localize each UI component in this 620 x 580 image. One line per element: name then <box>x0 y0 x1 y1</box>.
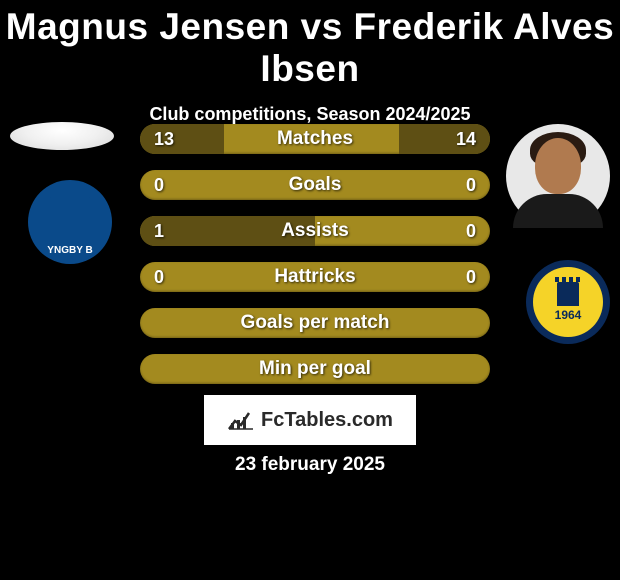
stats-bars: 13 14 Matches 0 0 Goals 1 0 Assists 0 0 Hattricks Go… <box>140 124 490 400</box>
stat-bar: 1 0 Assists <box>140 216 490 246</box>
club-right-inner: 1964 <box>533 267 603 337</box>
avatar-shirt <box>513 194 603 228</box>
date-text: 23 february 2025 <box>0 454 620 476</box>
stat-label: Matches <box>277 128 353 150</box>
stat-label: Assists <box>281 220 349 242</box>
stat-label: Hattricks <box>274 266 355 288</box>
club-right-year: 1964 <box>555 308 582 322</box>
avatar-face <box>535 138 581 194</box>
stat-value-right: 0 <box>466 175 476 196</box>
stat-value-left: 0 <box>154 267 164 288</box>
player-left-avatar <box>10 122 114 150</box>
stat-value-right: 0 <box>466 267 476 288</box>
stat-value-right: 14 <box>456 129 476 150</box>
stat-value-right: 0 <box>466 221 476 242</box>
stat-bar: Goals per match <box>140 308 490 338</box>
fctables-logo-icon <box>227 409 255 431</box>
watermark: FcTables.com <box>204 395 416 445</box>
stat-bar: 0 0 Goals <box>140 170 490 200</box>
stat-label: Goals per match <box>241 312 390 334</box>
stat-value-left: 13 <box>154 129 174 150</box>
club-left-ring-text: YNGBY B <box>47 245 92 256</box>
stat-bar: 13 14 Matches <box>140 124 490 154</box>
tower-icon <box>557 282 579 306</box>
watermark-text: FcTables.com <box>261 409 393 432</box>
stat-fill-right <box>399 124 490 154</box>
player-right-avatar <box>506 124 610 228</box>
page-title: Magnus Jensen vs Frederik Alves Ibsen <box>0 0 620 90</box>
stat-fill-left <box>140 124 224 154</box>
subtitle: Club competitions, Season 2024/2025 <box>0 104 620 125</box>
club-left-badge: YNGBY B <box>28 180 112 264</box>
stat-value-left: 0 <box>154 175 164 196</box>
club-left-crest-icon <box>47 197 93 243</box>
club-right-badge: 1964 <box>526 260 610 344</box>
stat-label: Min per goal <box>259 358 371 380</box>
stat-bar: 0 0 Hattricks <box>140 262 490 292</box>
stat-bar: Min per goal <box>140 354 490 384</box>
stat-value-left: 1 <box>154 221 164 242</box>
stat-label: Goals <box>289 174 342 196</box>
